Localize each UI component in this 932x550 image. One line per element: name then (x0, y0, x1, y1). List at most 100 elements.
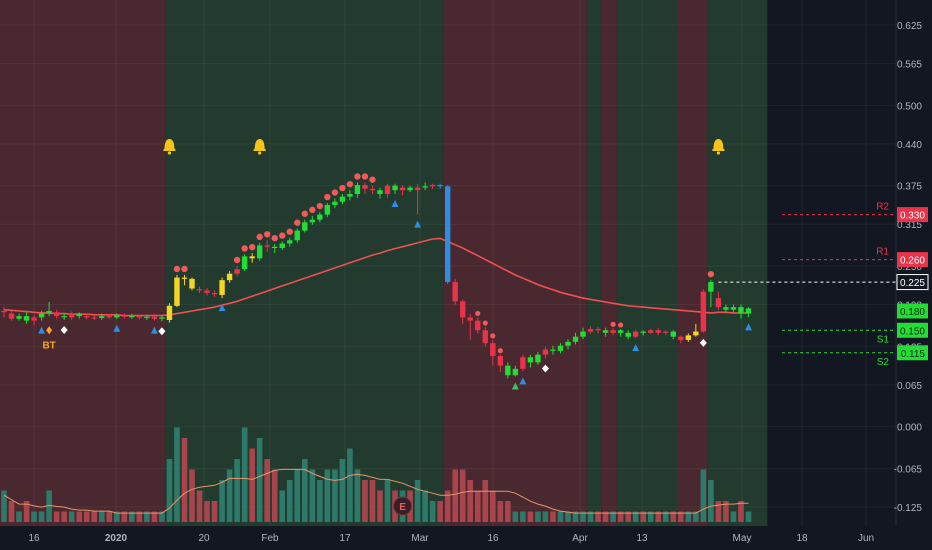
volume-bar (535, 511, 541, 522)
volume-bar (264, 459, 270, 522)
volume-bar (580, 511, 586, 522)
price-tag-value: 0.225 (900, 278, 925, 289)
price-tick-label: 0.250 (897, 262, 922, 273)
candle-body (429, 185, 436, 187)
volume-bars (1, 427, 752, 522)
zone-bull (165, 0, 444, 526)
price-tick-label: 0.500 (897, 101, 922, 112)
time-tick-label: 18 (796, 533, 808, 544)
candle-body (663, 331, 669, 333)
volume-bar (347, 448, 353, 522)
sell-dot (271, 234, 278, 242)
volume-bar (572, 511, 579, 522)
candle-body (362, 185, 368, 189)
sell-dot (361, 173, 369, 180)
candle-body (196, 289, 203, 291)
volume-bar (8, 501, 15, 522)
volume-bar (550, 511, 556, 522)
sell-dot (610, 321, 616, 327)
price-tag: 0.180 (897, 303, 928, 319)
candle-body (226, 273, 233, 281)
candle-body (264, 245, 270, 247)
price-tick-label: 0.375 (897, 182, 922, 193)
volume-bar (452, 469, 458, 522)
candle-body (550, 349, 556, 351)
candle-body (632, 331, 639, 337)
volume-bar (490, 490, 496, 522)
volume-bar (196, 490, 203, 522)
volume-bar (68, 511, 75, 522)
volume-bar (219, 480, 225, 522)
volume-bar (384, 480, 391, 522)
candle-body (76, 313, 82, 317)
sell-dot (497, 348, 503, 354)
candle-body (520, 357, 526, 369)
candle-body (535, 354, 541, 363)
candle-body (354, 185, 361, 195)
earnings-label: E (399, 502, 406, 513)
volume-bar (144, 511, 150, 522)
time-tick-label: 20 (198, 533, 210, 544)
volume-bar (271, 469, 278, 522)
volume-bar (38, 511, 45, 522)
candle-body (211, 292, 218, 295)
volume-bar (678, 511, 684, 522)
volume-bar (362, 480, 368, 522)
signal-diamond (46, 326, 53, 335)
sell-dot (354, 173, 361, 180)
price-tag: 0.150 (897, 322, 928, 338)
buy-triangle (632, 343, 640, 351)
bell-body (254, 139, 265, 150)
volume-bar (181, 438, 188, 522)
time-axis[interactable]: 16 2020 20 Feb 17 Mar 16 Apr 13 May 18 Jun (28, 533, 874, 544)
price-tick-label: 0.065 (897, 381, 922, 392)
volume-bar (309, 469, 316, 522)
volume-bar (324, 469, 331, 522)
volume-bar (114, 511, 120, 522)
candle-body (159, 317, 165, 319)
volume-bar (595, 511, 601, 522)
sell-dot (173, 265, 181, 273)
volume-bar (339, 459, 346, 522)
signal-diamond (541, 364, 549, 373)
sell-dot (482, 320, 488, 326)
candle-body (46, 310, 52, 314)
candle-body (272, 246, 278, 249)
bell-clapper (716, 151, 721, 155)
candle-body (745, 308, 752, 314)
price-tag: 0.225 (896, 274, 929, 291)
candle-body (595, 328, 601, 331)
candle-body (38, 313, 45, 318)
candle-body (670, 331, 676, 337)
bell-body (164, 139, 175, 150)
buy-triangle (519, 377, 527, 385)
level-name-s1: S1 (877, 334, 890, 345)
sell-dot (331, 189, 339, 196)
candle-body (452, 282, 458, 302)
trend-zones (0, 0, 768, 526)
volume-bar (249, 448, 255, 522)
volume-bar (617, 511, 624, 522)
candle-body (91, 317, 97, 319)
volume-bar (302, 459, 308, 522)
candle-body (144, 316, 150, 318)
volume-bar (98, 511, 105, 522)
bell-body (713, 139, 724, 150)
candlesticks (1, 182, 752, 379)
sell-dot (316, 202, 324, 210)
candle-body (482, 330, 488, 344)
candle-body (730, 307, 737, 310)
price-tag-bg (897, 303, 928, 319)
volume-bar (542, 511, 549, 522)
bell-rim (163, 149, 176, 151)
bt-label: BT (42, 340, 55, 351)
volume-bar (286, 480, 293, 522)
price-tick-label: 0.565 (897, 60, 922, 71)
volume-bar (204, 501, 210, 522)
price-tick-label: -0.125 (894, 503, 923, 514)
candle-body (512, 368, 519, 376)
candle-body (565, 341, 571, 346)
price-tag-value: 0.150 (900, 326, 925, 337)
volume-bar (106, 511, 113, 522)
